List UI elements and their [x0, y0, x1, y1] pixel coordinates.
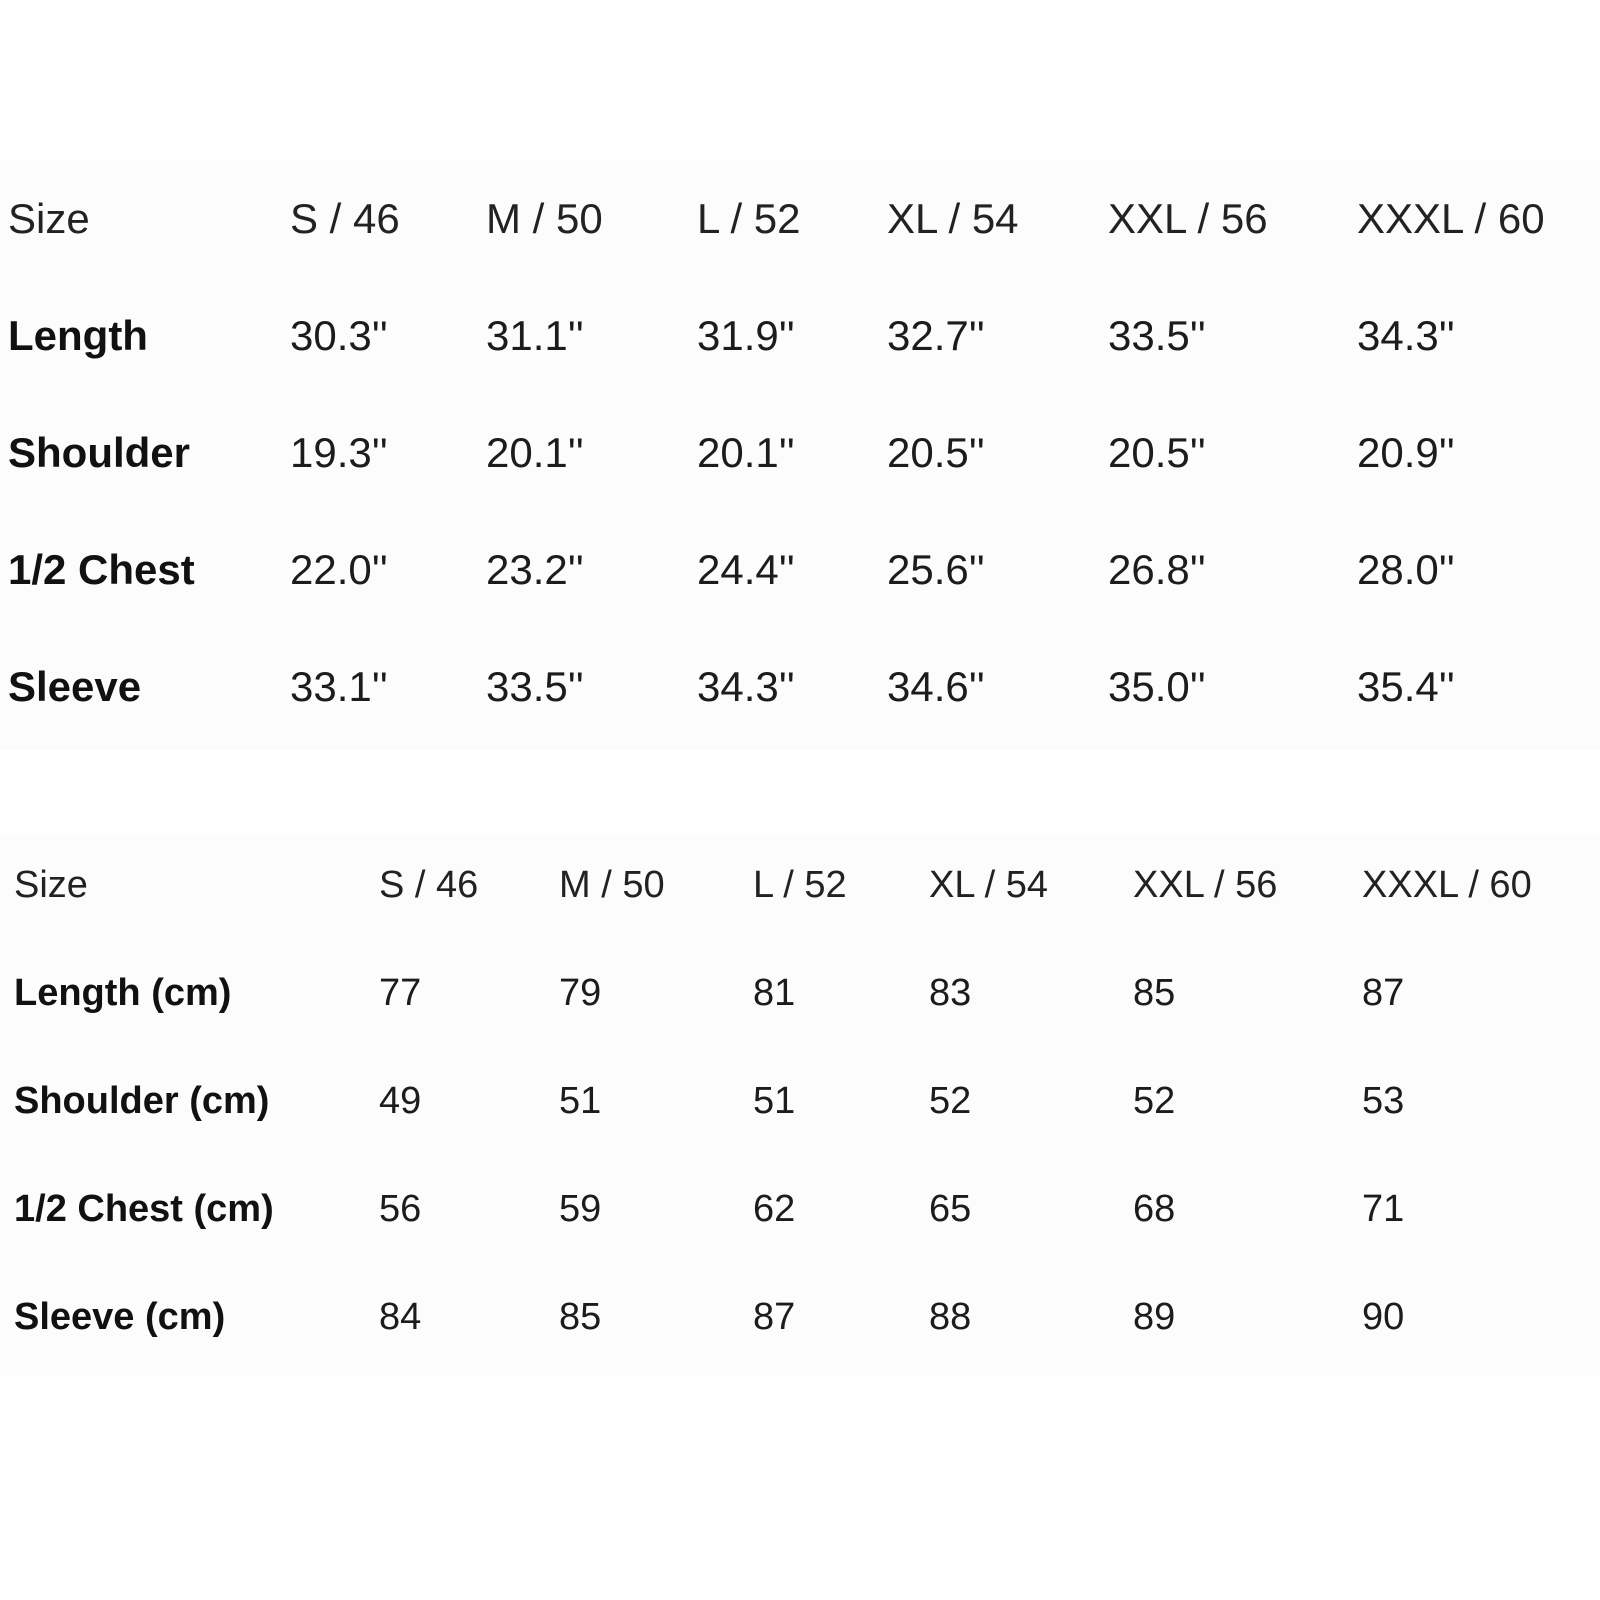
table-cell: 62 [753, 1188, 796, 1230]
row-label: Length (cm) [14, 972, 232, 1014]
table-cell: 33.5'' [486, 663, 584, 710]
table-cell: 25.6'' [887, 546, 985, 593]
row-label: 1/2 Chest (cm) [14, 1188, 274, 1230]
table-cell: 59 [559, 1188, 602, 1230]
column-header: L / 52 [697, 195, 801, 242]
table-cell: 52 [1133, 1080, 1176, 1122]
table-cell: 19.3'' [290, 429, 388, 476]
table-cell: 81 [753, 972, 796, 1014]
table-cell: 20.1'' [486, 429, 584, 476]
header-size-label: Size [14, 864, 88, 906]
column-header: XXXL / 60 [1362, 864, 1532, 906]
table-cell: 85 [1133, 972, 1176, 1014]
table-cell: 35.4'' [1357, 663, 1455, 710]
table-cell: 89 [1133, 1296, 1176, 1338]
table-cell: 87 [753, 1296, 796, 1338]
table-cell: 68 [1133, 1188, 1176, 1230]
table-cell: 33.5'' [1108, 312, 1206, 359]
table-cell: 51 [753, 1080, 796, 1122]
table-cell: 26.8'' [1108, 546, 1206, 593]
table-cell: 35.0'' [1108, 663, 1206, 710]
table-cell: 30.3'' [290, 312, 388, 359]
header-size-label: Size [8, 195, 90, 242]
table-cell: 33.1'' [290, 663, 388, 710]
size-chart-inches: Size S / 46 M / 50 L / 52 XL / 54 XXL / 56 XXX… [0, 160, 1600, 750]
table-cell: 77 [379, 972, 422, 1014]
column-header: S / 46 [290, 195, 400, 242]
table-cell: 84 [379, 1296, 422, 1338]
row-label: Length [8, 312, 148, 359]
row-label: Shoulder (cm) [14, 1080, 270, 1122]
table-cell: 32.7'' [887, 312, 985, 359]
table-cell: 71 [1362, 1188, 1405, 1230]
table-cell: 90 [1362, 1296, 1405, 1338]
table-cell: 65 [929, 1188, 972, 1230]
table-cell: 20.1'' [697, 429, 795, 476]
table-cell: 31.1'' [486, 312, 584, 359]
column-header: XXL / 56 [1133, 864, 1278, 906]
column-header: XL / 54 [929, 864, 1049, 906]
table-cell: 51 [559, 1080, 602, 1122]
row-label: Sleeve (cm) [14, 1296, 226, 1338]
size-chart-cm: Size S / 46 M / 50 L / 52 XL / 54 XXL / 56 XXX… [0, 835, 1600, 1375]
column-header: XXL / 56 [1108, 195, 1268, 242]
table-cell: 24.4'' [697, 546, 795, 593]
column-header: S / 46 [379, 864, 479, 906]
column-header: L / 52 [753, 864, 847, 906]
table-cell: 53 [1362, 1080, 1405, 1122]
column-header: XXXL / 60 [1357, 195, 1545, 242]
table-cell: 88 [929, 1296, 972, 1338]
table-cell: 52 [929, 1080, 972, 1122]
table-cell: 20.5'' [887, 429, 985, 476]
table-cell: 34.3'' [1357, 312, 1455, 359]
table-cell: 85 [559, 1296, 602, 1338]
column-header: M / 50 [486, 195, 603, 242]
row-label: Shoulder [8, 429, 191, 476]
table-cell: 20.9'' [1357, 429, 1455, 476]
table-cell: 34.3'' [697, 663, 795, 710]
column-header: M / 50 [559, 864, 665, 906]
table-cell: 28.0'' [1357, 546, 1455, 593]
column-header: XL / 54 [887, 195, 1019, 242]
table-cell: 31.9'' [697, 312, 795, 359]
table-cell: 23.2'' [486, 546, 584, 593]
table-cell: 22.0'' [290, 546, 388, 593]
table-cell: 34.6'' [887, 663, 985, 710]
table-cell: 56 [379, 1188, 422, 1230]
row-label: 1/2 Chest [8, 546, 195, 593]
row-label: Sleeve [8, 663, 142, 710]
table-cell: 49 [379, 1080, 422, 1122]
table-cell: 20.5'' [1108, 429, 1206, 476]
table-cell: 87 [1362, 972, 1405, 1014]
table-cell: 79 [559, 972, 602, 1014]
table-cell: 83 [929, 972, 972, 1014]
